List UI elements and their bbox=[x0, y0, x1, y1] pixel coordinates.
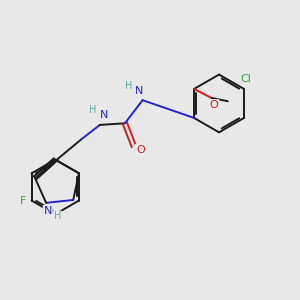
Text: O: O bbox=[136, 145, 145, 154]
Text: Cl: Cl bbox=[240, 74, 251, 84]
Text: N: N bbox=[44, 206, 52, 216]
Text: O: O bbox=[210, 100, 219, 110]
Text: H: H bbox=[54, 211, 61, 221]
Text: F: F bbox=[20, 196, 26, 206]
Text: H: H bbox=[125, 81, 132, 91]
Text: H: H bbox=[89, 104, 97, 115]
Text: N: N bbox=[100, 110, 108, 120]
Text: N: N bbox=[135, 86, 143, 96]
